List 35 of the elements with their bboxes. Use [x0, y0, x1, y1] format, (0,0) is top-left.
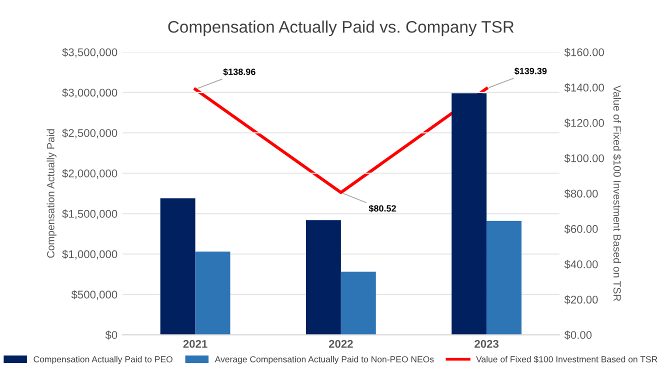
legend-label: Value of Fixed $100 Investment Based on TSR	[476, 356, 658, 363]
y-tick-label: $2,500,000	[62, 128, 118, 138]
bar	[486, 220, 522, 335]
legend-label: Compensation Actually Paid to PEO	[34, 356, 172, 364]
y2-tick-label: $40.00	[564, 260, 598, 269]
y2-tick-label: $120.00	[564, 118, 604, 128]
y2-tick-label: $100.00	[564, 154, 604, 163]
y-tick-label: $0	[105, 330, 118, 340]
x-tick-label: 2021	[183, 340, 208, 348]
legend-label: Average Compensation Actually Paid to Non-PEO NEOs	[214, 356, 434, 364]
bar	[195, 252, 230, 335]
bar	[306, 220, 341, 335]
bar	[160, 198, 196, 335]
y2-tick-label: $80.00	[564, 189, 598, 198]
chart-title: Compensation Actually Paid vs. Company TSR	[168, 20, 514, 36]
y2-tick-label: $0.00	[564, 330, 592, 340]
y2-tick-label: $140.00	[564, 83, 604, 92]
y-tick-label: $500,000	[71, 290, 118, 300]
y-tick-label: $1,500,000	[62, 209, 118, 220]
bar	[340, 272, 376, 335]
y-tick-label: $1,000,000	[62, 250, 118, 260]
y-tick-label: $2,000,000	[62, 169, 118, 179]
y-axis-title: Compensation Actually Paid	[46, 129, 56, 258]
bar	[452, 93, 487, 335]
y2-axis-title: Value of Fixed $100 Investment Based on TSR	[612, 85, 622, 302]
data-label: $138.96	[223, 68, 256, 76]
y2-tick-label: $160.00	[564, 48, 604, 57]
y-tick-label: $3,000,000	[62, 88, 118, 98]
data-label: $80.52	[368, 204, 396, 212]
x-tick-label: 2022	[328, 340, 353, 348]
y2-tick-label: $20.00	[564, 295, 598, 304]
y-tick-label: $3,500,000	[62, 48, 118, 58]
y2-tick-label: $60.00	[564, 224, 598, 234]
data-label: $139.39	[514, 67, 547, 75]
x-tick-label: 2023	[474, 340, 499, 348]
